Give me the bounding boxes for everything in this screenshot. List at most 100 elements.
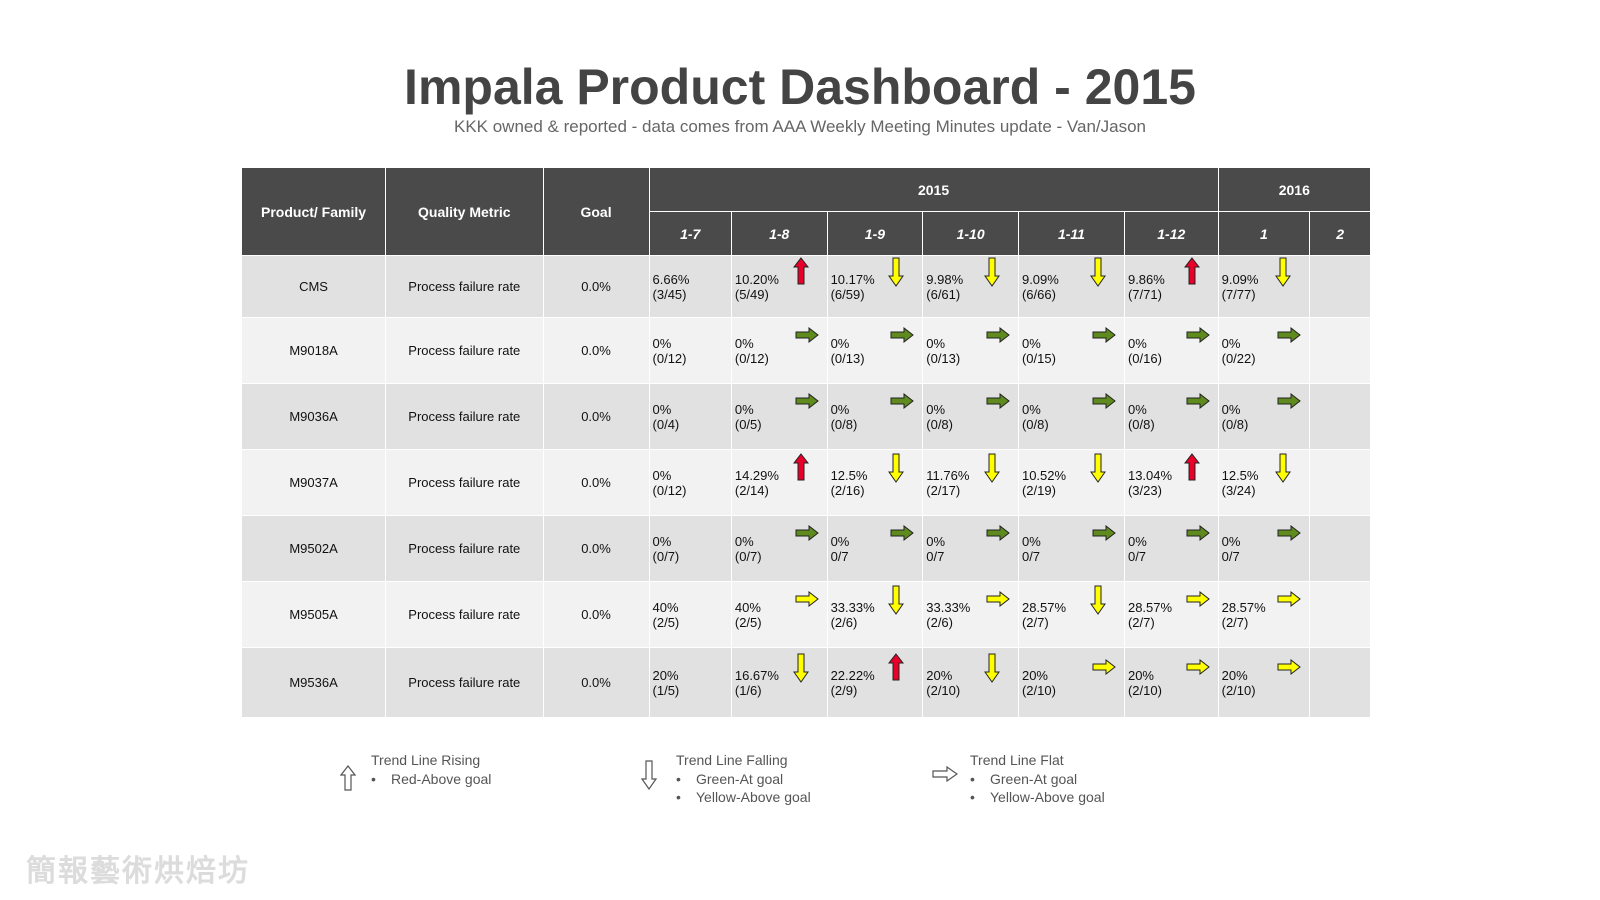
metric-cell: 0% (0/12) (648, 449, 732, 516)
header-period: 1-8 (730, 211, 828, 256)
arrow-down-icon (984, 257, 1000, 287)
failure-rate-fraction: (3/45) (652, 286, 687, 302)
failure-rate-fraction: (0/12) (652, 482, 687, 498)
failure-rate-fraction: (1/5) (652, 682, 680, 698)
metric-cell: 33.33% (2/6) (826, 581, 924, 648)
failure-rate-percent: 0% (652, 335, 672, 351)
quality-metric: Process failure rate (385, 647, 544, 718)
failure-rate-percent: 12.5% (830, 467, 868, 483)
failure-rate-fraction: (6/66) (1021, 286, 1056, 302)
quality-metric: Process failure rate (385, 449, 544, 516)
failure-rate-percent: 9.09% (1221, 271, 1259, 287)
metric-cell: 40% (2/5) (648, 581, 732, 648)
arrow-right-icon (1277, 392, 1302, 409)
failure-rate-percent: 20% (1221, 667, 1248, 683)
failure-rate-percent: 0% (1127, 401, 1147, 417)
page-title: Impala Product Dashboard - 2015 (404, 59, 1196, 115)
failure-rate-percent: 0% (734, 335, 754, 351)
metric-cell: 14.29% (2/14) (730, 449, 828, 516)
metric-cell: 9.09% (7/77) (1217, 255, 1311, 318)
product-name: M9536A (240, 647, 387, 718)
arrow-down-icon (1090, 257, 1106, 287)
table-row: M9037A Process failure rate 0.0% 0% (0/12) 14… (240, 449, 1371, 516)
metric-cell: 10.17% (6/59) (826, 255, 924, 318)
failure-rate-fraction: (0/13) (926, 350, 961, 366)
failure-rate-percent: 0% (926, 401, 946, 417)
failure-rate-fraction: (2/6) (830, 614, 858, 630)
metric-cell: 0% (0/7) (730, 515, 828, 582)
arrow-down-icon (888, 257, 905, 287)
metric-cell: 0% (0/12) (730, 317, 828, 384)
metric-cell: 20% (2/10) (922, 647, 1019, 718)
arrow-right-icon (986, 524, 1010, 541)
metric-cell: 28.57% (2/7) (1123, 581, 1219, 648)
table-row: M9502A Process failure rate 0.0% 0% (0/7) 0%(… (240, 515, 1371, 582)
goal-value: 0.0% (542, 581, 650, 648)
goal-value: 0.0% (542, 255, 650, 318)
failure-rate-fraction: (1/6) (734, 682, 762, 698)
product-name: CMS (240, 255, 387, 318)
legend-flat-item: Yellow-Above goal (970, 788, 1105, 806)
failure-rate-percent: 20% (926, 667, 953, 683)
metric-cell (1309, 581, 1371, 648)
metric-cell: 16.67% (1/6) (730, 647, 828, 718)
failure-rate-percent: 16.67% (734, 667, 779, 683)
product-name: M9502A (240, 515, 387, 582)
failure-rate-fraction: (2/10) (1221, 682, 1256, 698)
failure-rate-percent: 0% (926, 533, 946, 549)
failure-rate-percent: 0% (1221, 533, 1241, 549)
failure-rate-fraction: (7/77) (1221, 286, 1256, 302)
failure-rate-percent: 6.66% (652, 271, 690, 287)
metric-cell: 0% 0/7 (1017, 515, 1125, 582)
metric-cell: 0% (0/5) (730, 383, 828, 450)
failure-rate-percent: 13.04% (1127, 467, 1173, 483)
metric-cell: 0% (0/12) (648, 317, 732, 384)
metric-cell: 0% (0/16) (1123, 317, 1219, 384)
arrow-right-icon (986, 392, 1010, 409)
failure-rate-fraction: (3/24) (1221, 482, 1256, 498)
failure-rate-fraction: (0/8) (1021, 416, 1049, 432)
goal-value: 0.0% (542, 515, 650, 582)
arrow-down-icon (1090, 585, 1106, 615)
table-row: M9536A Process failure rate 0.0% 20% (1/5) 16… (240, 647, 1371, 718)
failure-rate-percent: 11.76% (926, 467, 970, 483)
table-row: M9036A Process failure rate 0.0% 0% (0/4) 0%(… (240, 383, 1371, 450)
failure-rate-percent: 9.98% (926, 271, 964, 287)
goal-value: 0.0% (542, 647, 650, 718)
failure-rate-fraction: (2/6) (926, 614, 953, 630)
failure-rate-percent: 10.52% (1021, 467, 1067, 483)
failure-rate-percent: 0% (1021, 401, 1041, 417)
failure-rate-fraction: 0/7 (830, 548, 849, 564)
goal-value: 0.0% (542, 317, 650, 384)
failure-rate-percent: 28.57% (1021, 599, 1067, 615)
failure-rate-fraction: (2/17) (926, 482, 961, 498)
failure-rate-fraction: (2/16) (830, 482, 865, 498)
metric-cell: 0% 0/7 (1123, 515, 1219, 582)
failure-rate-fraction: (0/8) (1221, 416, 1249, 432)
failure-rate-percent: 0% (830, 533, 850, 549)
failure-rate-fraction: (2/5) (652, 614, 680, 630)
failure-rate-fraction: (2/5) (734, 614, 762, 630)
failure-rate-percent: 28.57% (1127, 599, 1173, 615)
metric-cell: 20% (2/10) (1123, 647, 1219, 718)
header-period: 1-10 (922, 211, 1019, 256)
arrow-right-icon (1277, 590, 1302, 607)
metric-cell: 0% 0/7 (1217, 515, 1311, 582)
legend-falling-item: Yellow-Above goal (676, 788, 811, 806)
quality-metric: Process failure rate (385, 581, 544, 648)
failure-rate-fraction: (2/10) (926, 682, 961, 698)
metric-cell: 10.52% (2/19) (1017, 449, 1125, 516)
failure-rate-fraction: (0/12) (652, 350, 687, 366)
failure-rate-percent: 12.5% (1221, 467, 1259, 483)
failure-rate-fraction: (2/7) (1127, 614, 1155, 630)
metric-cell: 0% (0/8) (922, 383, 1019, 450)
arrow-right-icon (1277, 326, 1302, 343)
metric-cell: 20% (2/10) (1217, 647, 1311, 718)
arrow-right-icon (795, 524, 819, 541)
arrow-right-icon (890, 392, 915, 409)
metric-cell: 33.33% (2/6) (922, 581, 1019, 648)
legend-falling-item: Green-At goal (676, 770, 811, 788)
failure-rate-percent: 0% (652, 533, 672, 549)
arrow-right-icon (890, 326, 915, 343)
failure-rate-percent: 10.20% (734, 271, 779, 287)
